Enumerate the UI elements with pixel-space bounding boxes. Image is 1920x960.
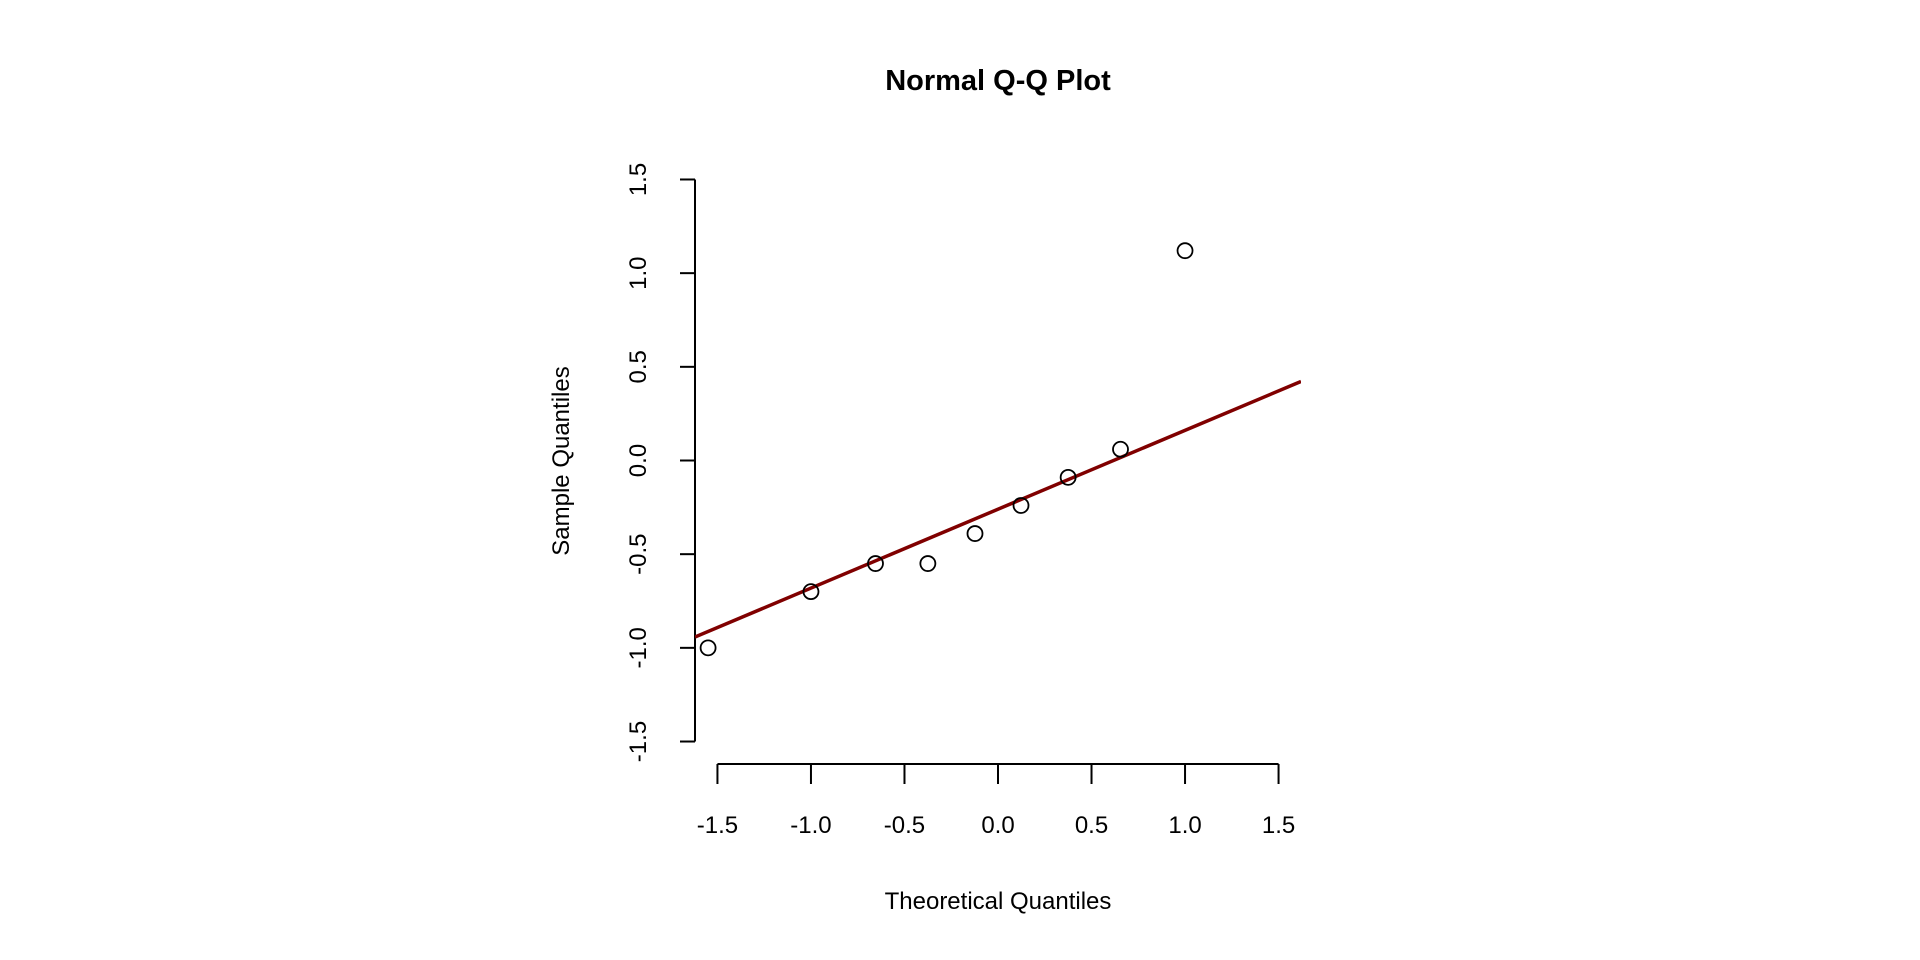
x-axis-label: Theoretical Quantiles [885,888,1112,915]
x-tick-label: -1.0 [790,812,831,839]
data-point [867,555,884,572]
x-tick-label: 0.0 [981,812,1014,839]
x-tick-label: 1.5 [1262,812,1295,839]
x-tick-label: 1.0 [1168,812,1201,839]
qq-reference-line [695,379,1301,639]
chart-title: Normal Q-Q Plot [885,65,1111,97]
y-tick-label: 0.5 [625,350,652,383]
y-tick-label: 1.0 [625,256,652,289]
data-point [966,525,984,542]
data-point [699,639,717,657]
y-tick-label: -1.0 [625,627,652,668]
data-point [1059,468,1077,486]
x-tick-label: -0.5 [884,812,925,839]
y-tick-label: 1.5 [625,163,652,196]
data-point [919,555,937,572]
plot-area: -1.5 -1.0 -0.5 0.0 0.5 1.0 1.5 -1.5 -1.0 -0.5 0.0 0… [625,163,1301,839]
data-point [802,583,820,601]
y-axis-label: Sample Quantiles [548,366,575,555]
data-point [1112,440,1129,458]
data-point [1012,497,1030,514]
y-tick-label: 0.0 [625,444,652,477]
y-tick-label: -1.5 [625,721,652,762]
x-tick-label: -1.5 [697,812,738,839]
y-tick-label: -0.5 [625,533,652,574]
data-point [1176,242,1194,260]
x-tick-label: 0.5 [1075,812,1108,839]
